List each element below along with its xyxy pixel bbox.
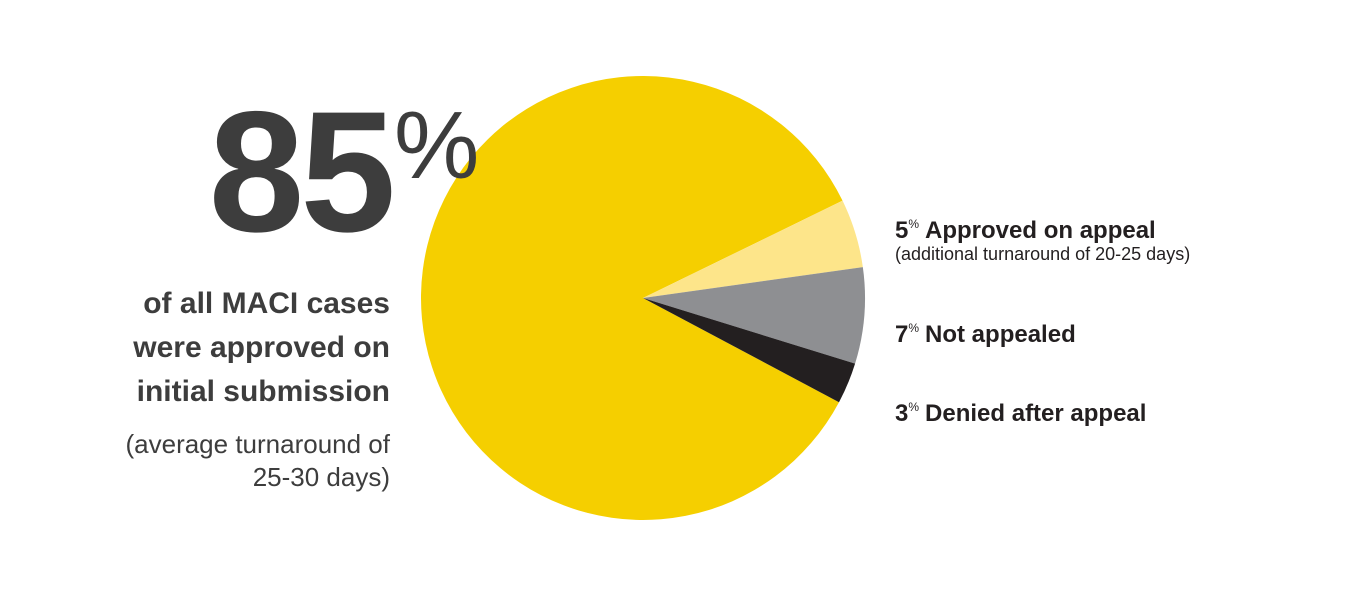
headline-value: 85: [208, 76, 396, 268]
pie-slice: [643, 267, 866, 364]
legend-entry: 7% Not appealed: [895, 314, 1076, 349]
headline-label: of all MACI cases were approved on initi…: [133, 287, 390, 408]
legend-value: 5: [895, 217, 909, 244]
legend-unit: %: [908, 217, 920, 231]
legend-unit: %: [908, 400, 920, 414]
legend-unit: %: [908, 321, 920, 335]
legend-note: (additional turnaround of 20-25 days): [895, 244, 1191, 264]
legend-value: 7: [895, 321, 909, 348]
headline-unit: %: [394, 92, 480, 199]
legend-label: Not appealed: [925, 321, 1076, 348]
headline-note: (average turnaround of 25-30 days): [125, 429, 390, 492]
legend-value: 3: [895, 400, 909, 427]
legend-label: Approved on appeal: [925, 217, 1156, 244]
pie-slice: [643, 298, 856, 403]
pie-slice: [421, 76, 843, 521]
pie-slice: [643, 200, 863, 298]
legend-entry: 3% Denied after appeal: [895, 393, 1146, 428]
legend-label: Denied after appeal: [925, 400, 1147, 427]
legend-entry: 5% Approved on appeal: [895, 210, 1156, 245]
